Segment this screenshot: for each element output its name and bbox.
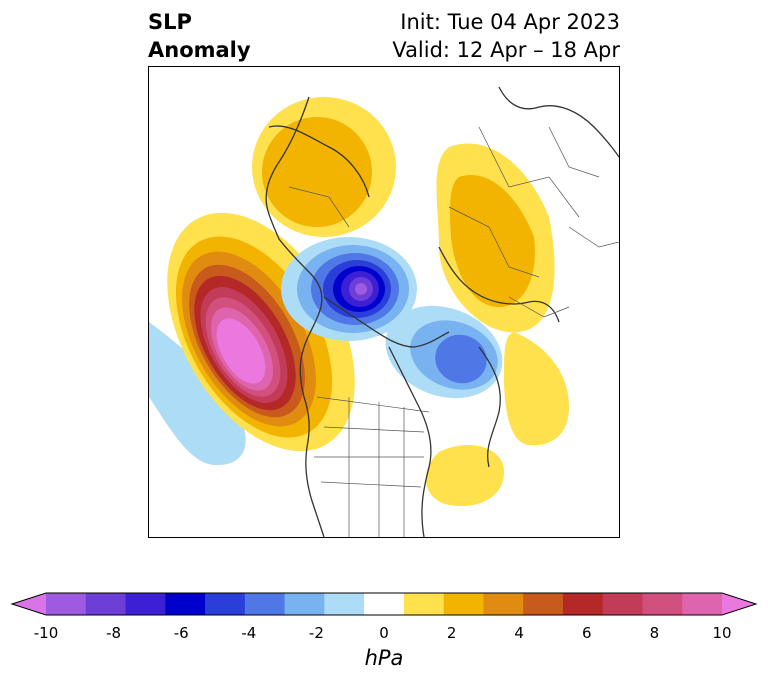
colorbar-bin bbox=[125, 593, 166, 615]
colorbar-bin bbox=[483, 593, 524, 615]
colorbar-bin bbox=[642, 593, 683, 615]
colorbar-tick-label: -2 bbox=[308, 624, 324, 642]
colorbar-bin bbox=[46, 593, 87, 615]
colorbar-extend-max bbox=[722, 593, 756, 615]
title-line-2: Anomaly bbox=[148, 38, 251, 62]
colorbar-outline bbox=[10, 592, 758, 616]
colorbar-bin bbox=[602, 593, 643, 615]
colorbar-bin bbox=[403, 593, 445, 615]
colorbar-bin bbox=[165, 593, 206, 615]
anomaly-high-w-atlantic bbox=[425, 444, 504, 507]
colorbar-tick-label: -10 bbox=[33, 624, 59, 642]
map-panel bbox=[148, 66, 620, 538]
colorbar-bin bbox=[443, 593, 484, 615]
colorbar-bin bbox=[244, 593, 286, 615]
anomaly-high-scandinavia bbox=[436, 143, 555, 333]
colorbar-tick-label: 0 bbox=[379, 624, 389, 642]
colorbar-tick-label: 10 bbox=[712, 624, 732, 642]
anomaly-low-canadian-arctic bbox=[281, 237, 417, 341]
colorbar-bin bbox=[562, 593, 604, 615]
anomaly-high-siberia bbox=[252, 97, 396, 237]
colorbar-bin bbox=[85, 593, 127, 615]
colorbar-tick-label: 4 bbox=[514, 624, 524, 642]
title-line-1: SLP bbox=[148, 10, 192, 34]
colorbar-bin bbox=[284, 593, 325, 615]
anomaly-high-ne-atlantic bbox=[504, 332, 569, 446]
colorbar-tick-label: -4 bbox=[241, 624, 257, 642]
colorbar-bin bbox=[523, 593, 564, 615]
colorbar-tick-label: 8 bbox=[649, 624, 660, 642]
chart-title: SLP Anomaly bbox=[148, 8, 251, 64]
init-date: Init: Tue 04 Apr 2023 bbox=[400, 10, 620, 34]
anomaly-low-greenland bbox=[385, 305, 503, 399]
valid-range: Valid: 12 Apr – 18 Apr bbox=[392, 38, 620, 62]
colorbar-bin bbox=[205, 593, 246, 615]
colorbar-tick-label: -8 bbox=[106, 624, 122, 642]
colorbar-tick-label: -6 bbox=[173, 624, 189, 642]
colorbar-extend-min bbox=[12, 593, 46, 615]
colorbar-bin bbox=[324, 593, 365, 615]
anomaly-low-north-pacific bbox=[149, 322, 246, 466]
forecast-dates: Init: Tue 04 Apr 2023 Valid: 12 Apr – 18… bbox=[392, 8, 620, 64]
anomaly-map bbox=[149, 86, 619, 537]
colorbar-bin bbox=[364, 593, 405, 615]
coastlines bbox=[265, 86, 619, 537]
political-borders bbox=[288, 126, 619, 537]
colorbar bbox=[10, 592, 758, 616]
colorbar-tick-label: 6 bbox=[582, 624, 592, 642]
colorbar-bin bbox=[682, 593, 723, 615]
colorbar-tick-label: 2 bbox=[446, 624, 457, 642]
colorbar-unit-label: hPa bbox=[364, 646, 404, 670]
